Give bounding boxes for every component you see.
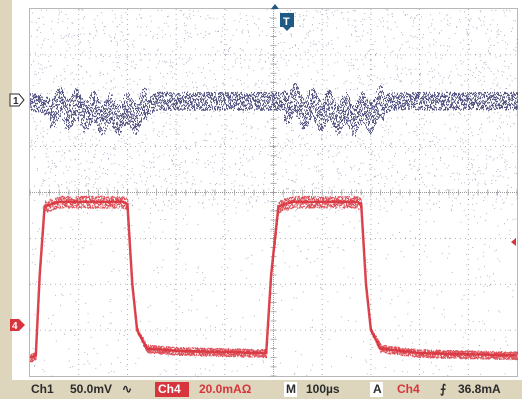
ch1-coupling-icon: ∿: [122, 382, 133, 396]
trigger-source: Ch4: [397, 382, 420, 396]
ch4-marker-label: 4: [12, 321, 18, 332]
ch4-label-box: [155, 382, 189, 397]
ch1-trace: [30, 83, 518, 137]
status-bar: [0, 380, 522, 399]
trigger-position-marker[interactable]: T: [271, 4, 294, 31]
ch1-marker-label: 1: [13, 96, 19, 107]
ch4-trace: [29, 195, 518, 363]
trigger-slope-icon: ⨍: [440, 382, 447, 396]
ch1-label: Ch1: [31, 382, 54, 396]
ch4-signal-line: [29, 200, 518, 359]
trigger-level: 36.8mA: [458, 382, 501, 396]
ch4-label: Ch4: [158, 382, 181, 396]
ch4-ground-marker[interactable]: 4: [10, 319, 25, 332]
graticule: [29, 8, 518, 377]
ch4-scale: 20.0mAΩ: [199, 382, 252, 396]
left-frame: [0, 0, 12, 380]
timebase-label-box: [284, 382, 297, 397]
trigger-marker-label: T: [283, 16, 290, 28]
trigger-label-box: [370, 382, 383, 397]
timebase-value: 100µs: [306, 382, 340, 396]
trigger-level-arrow-icon[interactable]: [511, 238, 516, 246]
ch1-ground-marker[interactable]: 1: [9, 93, 25, 107]
trigger-label: A: [373, 382, 382, 396]
timebase-label: M: [286, 382, 296, 396]
ch1-scale: 50.0mV: [70, 382, 113, 396]
ch1-signal-band: [30, 83, 518, 137]
